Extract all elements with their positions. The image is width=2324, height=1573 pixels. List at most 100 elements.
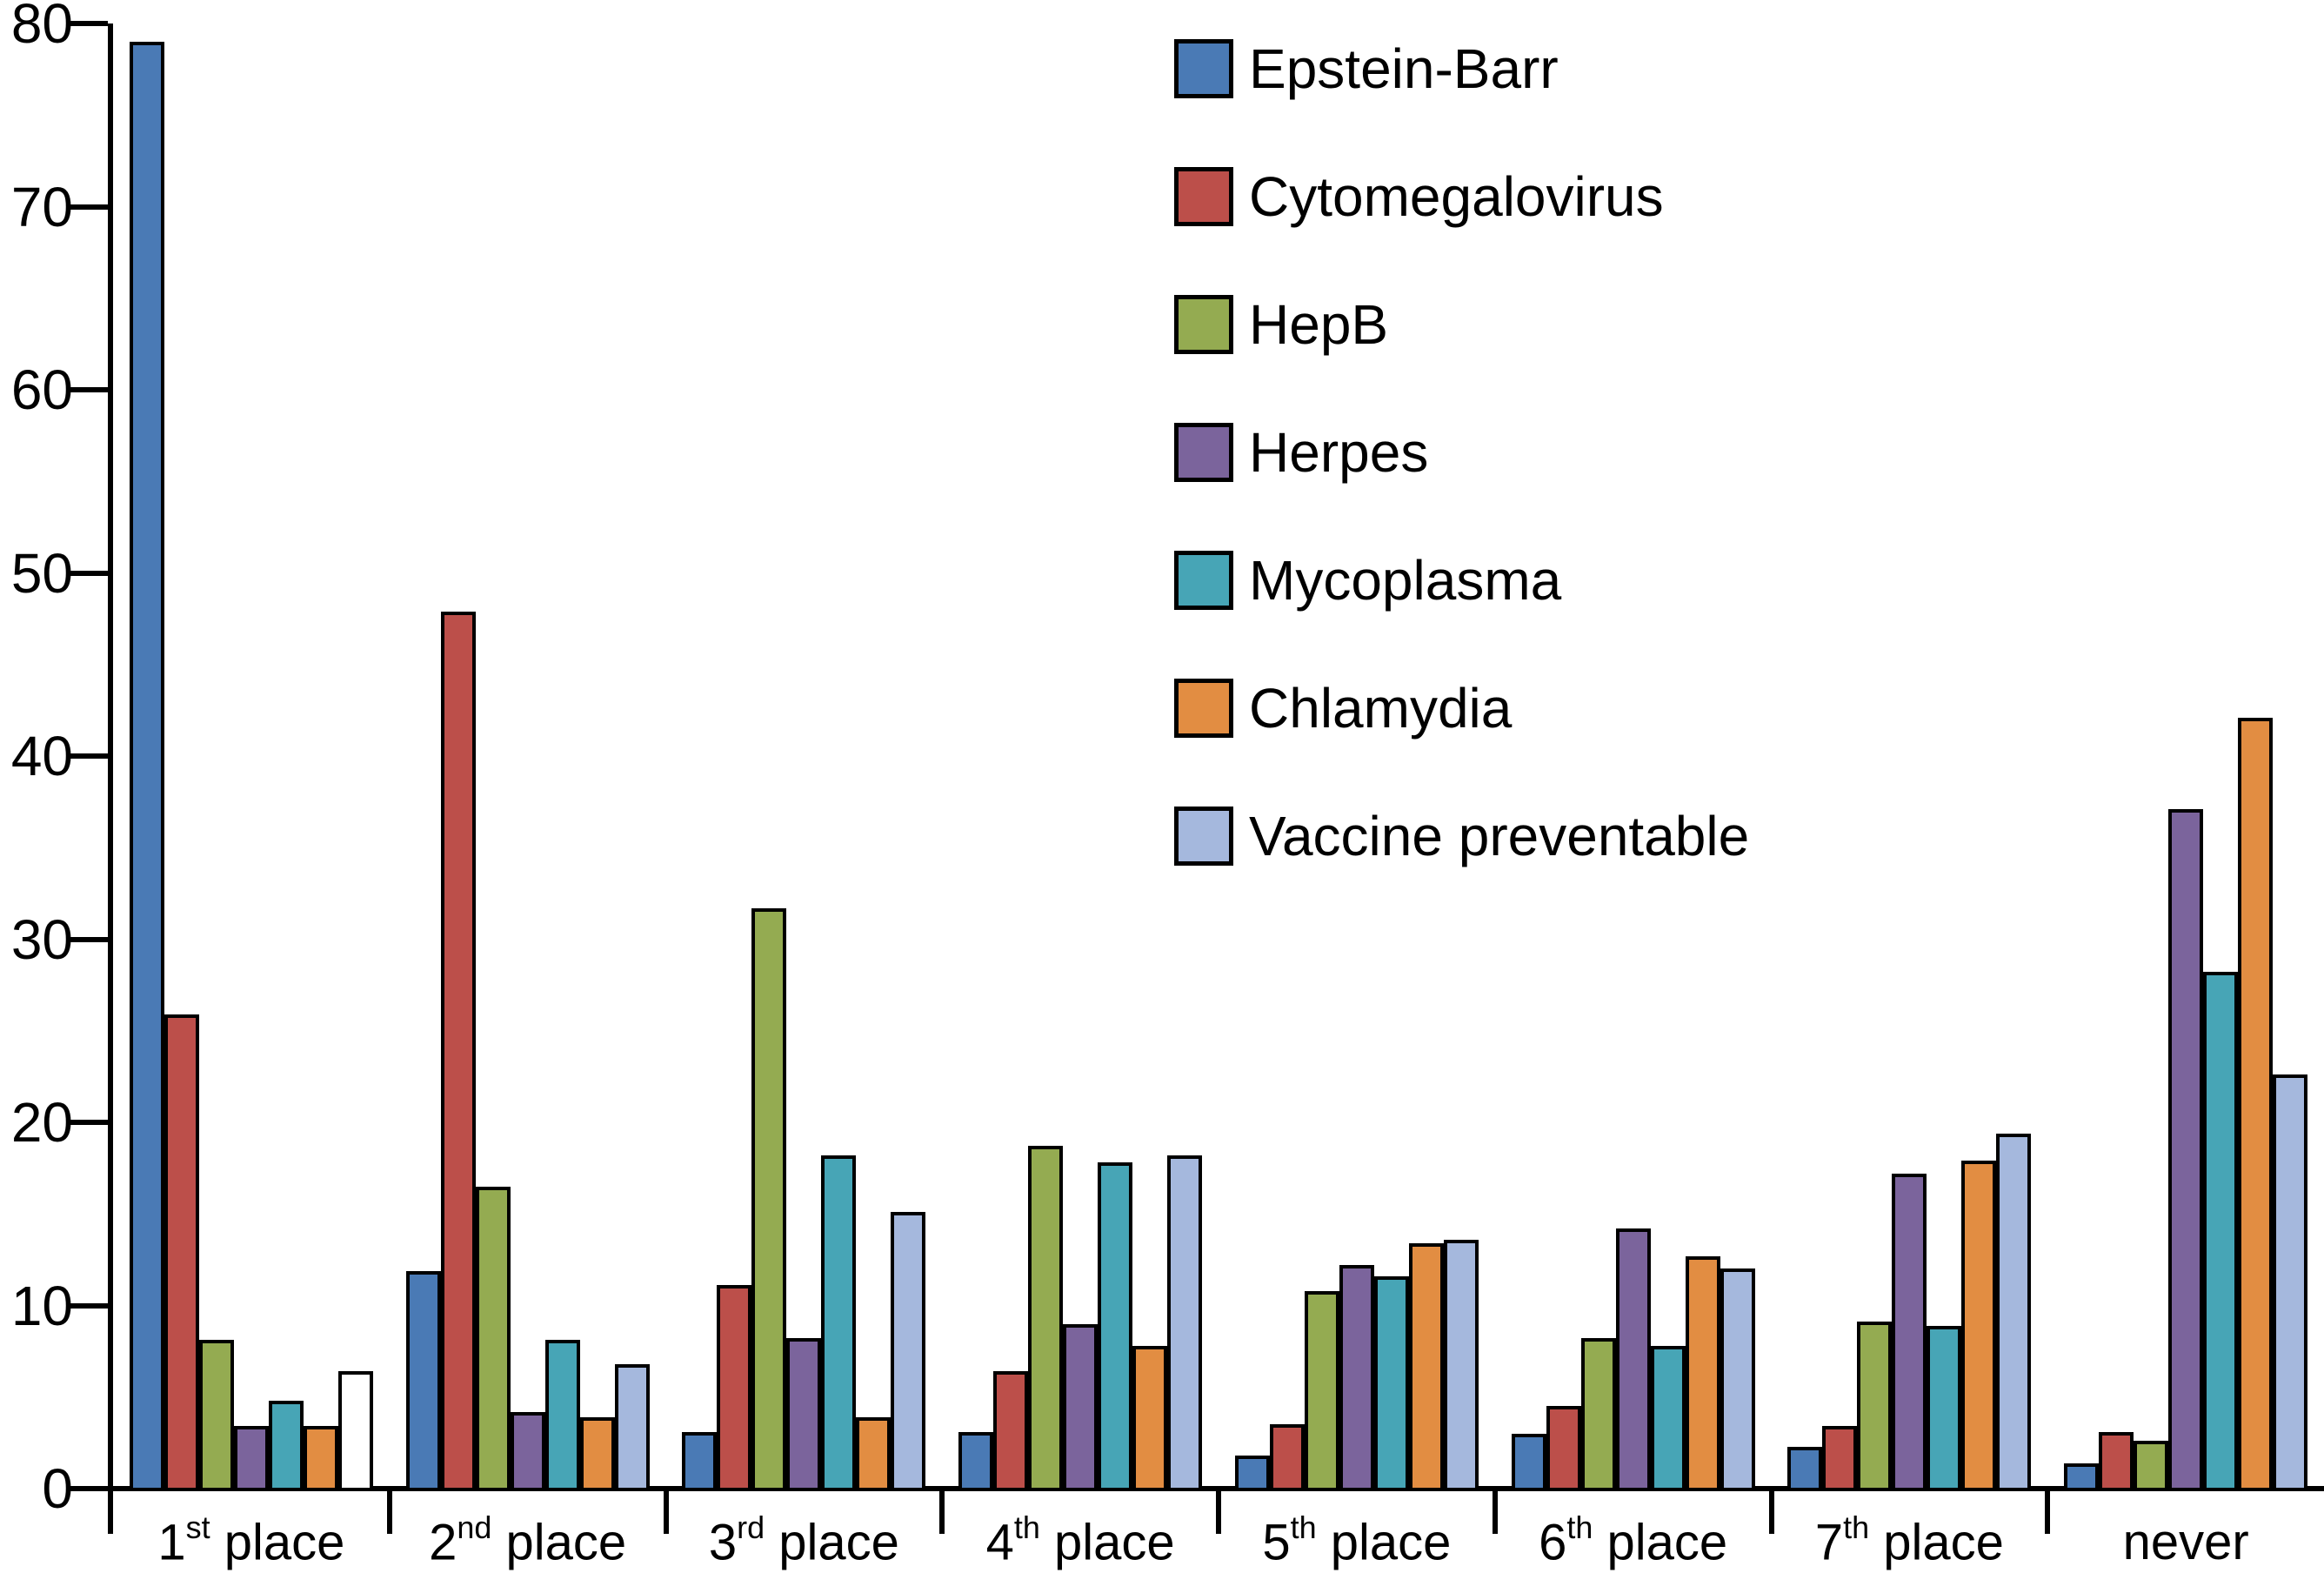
category-separator-tick (939, 1489, 945, 1534)
bar (1408, 1242, 1444, 1491)
bar (717, 1285, 752, 1491)
bar (303, 1426, 338, 1491)
x-category-label: 2nd place (429, 1509, 627, 1571)
y-axis-tick (69, 1302, 108, 1309)
bar (1028, 1146, 1064, 1491)
legend-swatch (1174, 39, 1233, 98)
legend-swatch (1174, 167, 1233, 226)
category-separator-tick (1216, 1489, 1221, 1534)
x-category-label: 5th place (1262, 1509, 1452, 1571)
bar (337, 1371, 373, 1491)
legend-item: Mycoplasma (1174, 548, 1561, 612)
x-category-label: 3rd place (708, 1509, 899, 1571)
y-axis-line (108, 23, 113, 1534)
y-axis-tick (69, 1486, 108, 1491)
y-axis-tick (69, 204, 108, 210)
bar (1787, 1446, 1823, 1491)
y-axis-tick (69, 570, 108, 576)
y-axis-tick-label: 30 (10, 907, 73, 971)
bar (1892, 1173, 1927, 1491)
bar (1167, 1155, 1203, 1491)
bar (856, 1416, 892, 1491)
legend-label: Mycoplasma (1249, 549, 1562, 612)
bar (2238, 717, 2274, 1491)
bar (1269, 1424, 1305, 1491)
y-axis-tick (69, 936, 108, 942)
legend-label: Chlamydia (1249, 677, 1513, 740)
bar (1615, 1228, 1651, 1491)
bar (1822, 1426, 1858, 1491)
legend-label: Herpes (1249, 421, 1429, 484)
bar (1063, 1323, 1099, 1491)
bar (1650, 1345, 1686, 1491)
bar (2203, 972, 2239, 1491)
legend-item: Cytomegalovirus (1174, 164, 1664, 229)
bar (129, 42, 164, 1491)
legend-swatch (1174, 551, 1233, 610)
bar (405, 1270, 441, 1491)
x-category-label: 7th place (1814, 1509, 2004, 1571)
bar (751, 907, 787, 1491)
y-axis-tick (69, 387, 108, 392)
bar (682, 1431, 718, 1491)
y-axis-tick (69, 21, 108, 26)
bar (1996, 1133, 2032, 1491)
category-separator-tick (2045, 1489, 2051, 1534)
y-axis-tick-label: 0 (42, 1457, 73, 1520)
bar (786, 1338, 822, 1491)
bar (475, 1186, 511, 1491)
bar (198, 1340, 234, 1491)
category-separator-tick (663, 1489, 669, 1534)
legend-label: Epstein-Barr (1249, 37, 1559, 100)
bar (1720, 1268, 1755, 1491)
y-axis-tick-label: 40 (10, 725, 73, 787)
bar (1234, 1456, 1270, 1491)
bar (2099, 1431, 2134, 1491)
legend-item: Epstein-Barr (1174, 37, 1559, 101)
x-category-label: 6th place (1539, 1509, 1728, 1571)
bar (1373, 1275, 1409, 1491)
bar (993, 1371, 1029, 1491)
bar (1132, 1345, 1168, 1491)
category-separator-tick (1768, 1489, 1774, 1534)
bar (1857, 1322, 1893, 1491)
y-axis-tick-label: 60 (10, 358, 73, 421)
bar (891, 1212, 926, 1491)
bar (1443, 1239, 1479, 1491)
bar (2134, 1441, 2169, 1491)
bar (1098, 1162, 1133, 1491)
x-category-label: 1st place (157, 1509, 345, 1571)
bar (2168, 809, 2204, 1491)
y-axis-tick-label: 20 (10, 1091, 73, 1154)
y-axis-tick-label: 50 (10, 541, 73, 605)
bar (510, 1411, 545, 1491)
y-axis-tick (69, 753, 108, 759)
category-separator-tick (386, 1489, 392, 1534)
bar (1546, 1406, 1581, 1491)
bar (1339, 1265, 1374, 1491)
bar (1961, 1161, 1997, 1491)
legend-label: Vaccine preventable (1249, 805, 1750, 867)
bar (233, 1426, 269, 1491)
bar (2064, 1463, 2100, 1491)
bar (958, 1431, 994, 1491)
legend-item: HepB (1174, 292, 1388, 357)
legend-label: HepB (1249, 293, 1389, 356)
legend-swatch (1174, 423, 1233, 482)
y-axis-tick (69, 1120, 108, 1125)
bar (2273, 1074, 2308, 1491)
bar (821, 1155, 857, 1491)
y-axis-tick-label: 70 (10, 175, 73, 238)
legend-item: Chlamydia (1174, 676, 1512, 740)
legend-item: Vaccine preventable (1174, 804, 1749, 868)
bar (1511, 1433, 1546, 1491)
bar (268, 1400, 304, 1491)
bar (544, 1340, 580, 1491)
legend-swatch (1174, 295, 1233, 354)
bar (440, 611, 476, 1491)
x-category-label: never (2122, 1514, 2249, 1570)
legend-swatch (1174, 679, 1233, 738)
bar (1304, 1290, 1339, 1491)
bar (614, 1363, 650, 1491)
